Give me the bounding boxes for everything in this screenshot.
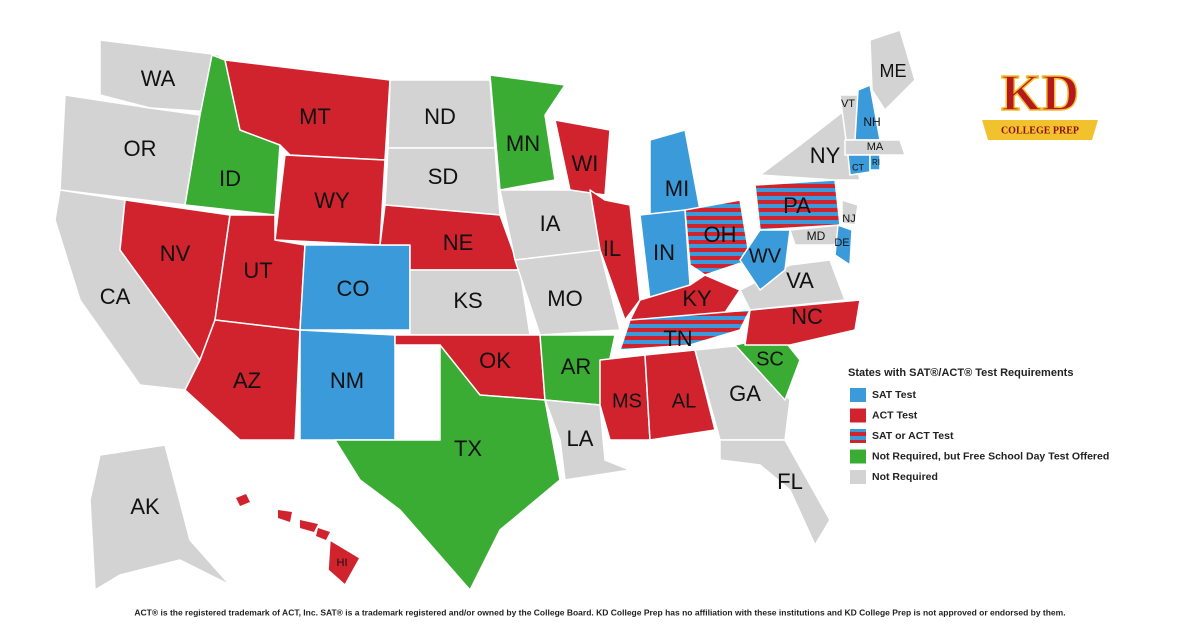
state bbox=[869, 29, 916, 111]
state-label: RI bbox=[872, 158, 880, 167]
state bbox=[644, 349, 716, 441]
island bbox=[278, 510, 292, 522]
state-label: KY bbox=[682, 286, 712, 311]
island bbox=[300, 520, 318, 532]
state bbox=[847, 154, 871, 176]
legend-swatch bbox=[850, 388, 866, 402]
state bbox=[684, 199, 751, 276]
state-label: MA bbox=[867, 141, 884, 153]
state-label: NC bbox=[791, 304, 823, 329]
state bbox=[844, 139, 906, 156]
state-label: KS bbox=[453, 288, 482, 313]
state-label: CO bbox=[337, 276, 370, 301]
state bbox=[514, 249, 621, 336]
legend-label: Not Required, but Free School Day Test O… bbox=[872, 450, 1109, 462]
legend-label: SAT or ACT Test bbox=[872, 430, 954, 442]
island bbox=[316, 528, 330, 540]
state-label: NJ bbox=[842, 213, 855, 225]
state bbox=[649, 129, 701, 216]
logo-ribbon bbox=[982, 120, 1098, 140]
state-label: NM bbox=[330, 368, 364, 393]
state-label: VT bbox=[841, 98, 855, 110]
legend-swatch bbox=[850, 429, 866, 443]
legend: SAT Test ACT Test SAT or ACT Test Not Requi… bbox=[850, 388, 1109, 484]
state bbox=[89, 444, 231, 591]
state bbox=[599, 354, 651, 441]
state bbox=[834, 224, 853, 266]
state-label: FL bbox=[777, 469, 803, 494]
state-label: OR bbox=[124, 136, 157, 161]
legend-swatch bbox=[850, 408, 866, 423]
state-label: MN bbox=[506, 131, 540, 156]
state-label: NH bbox=[863, 115, 880, 129]
state-label: NE bbox=[443, 230, 474, 255]
state bbox=[99, 39, 221, 113]
state bbox=[619, 309, 751, 351]
footnote: ACT® is the registered trademark of ACT,… bbox=[134, 607, 1065, 617]
state-label: TX bbox=[454, 436, 482, 461]
state-label: IA bbox=[540, 211, 561, 236]
state-label: ND bbox=[424, 104, 456, 129]
hawaii-islands bbox=[236, 494, 330, 540]
state-label: AK bbox=[130, 494, 160, 519]
state-label: WY bbox=[314, 188, 350, 213]
legend-swatch bbox=[850, 470, 866, 484]
state-label: OH bbox=[704, 222, 737, 247]
logo: KD COLLEGE PREP bbox=[982, 64, 1098, 140]
state-label: PA bbox=[783, 193, 811, 218]
state-label: WI bbox=[572, 151, 599, 176]
state bbox=[554, 119, 611, 196]
state bbox=[719, 439, 831, 546]
state bbox=[334, 344, 561, 591]
state-label: CA bbox=[100, 284, 131, 309]
state-label: TN bbox=[663, 326, 692, 351]
state-label: AZ bbox=[233, 368, 261, 393]
state bbox=[789, 224, 841, 246]
state-label: ME bbox=[880, 61, 907, 81]
states: WA OR CA ID NV MT WY UT AZ CO NM ND SD NE KS OK TX MN IA MO… bbox=[54, 29, 916, 591]
state bbox=[744, 299, 861, 346]
state-label: MO bbox=[547, 286, 582, 311]
state-label: AL bbox=[672, 390, 696, 412]
legend-label: ACT Test bbox=[872, 409, 918, 421]
state-label: NV bbox=[160, 241, 191, 266]
state-label: MD bbox=[807, 229, 826, 243]
state-label: DE bbox=[834, 237, 849, 249]
state-label: AR bbox=[561, 354, 592, 379]
state bbox=[869, 154, 881, 171]
state-label: LA bbox=[567, 426, 594, 451]
state-label: MS bbox=[612, 390, 642, 412]
state-label: SC bbox=[756, 348, 784, 370]
legend-label: Not Required bbox=[872, 471, 938, 483]
logo-mark: KD bbox=[1001, 65, 1079, 122]
state bbox=[489, 74, 566, 191]
state-label: MT bbox=[299, 104, 331, 129]
state-label: HI bbox=[337, 557, 348, 569]
state-label: IN bbox=[653, 240, 675, 265]
state-label: VA bbox=[786, 268, 814, 293]
island bbox=[236, 494, 250, 506]
legend-label: SAT Test bbox=[872, 389, 916, 401]
legend-swatch bbox=[850, 449, 866, 464]
state bbox=[327, 539, 361, 586]
state-label: UT bbox=[243, 258, 272, 283]
state-label: MI bbox=[665, 176, 689, 201]
legend-title: States with SAT®/ACT® Test Requirements bbox=[848, 367, 1073, 379]
state-label: NY bbox=[810, 143, 841, 168]
state-label: OK bbox=[479, 348, 511, 373]
logo-text: COLLEGE PREP bbox=[1001, 125, 1079, 136]
state-label: ID bbox=[219, 166, 241, 191]
state-label: WV bbox=[749, 245, 782, 267]
state-label: IL bbox=[603, 236, 621, 261]
state-label: CT bbox=[852, 162, 864, 172]
state-label: SD bbox=[428, 164, 459, 189]
state-label: GA bbox=[729, 381, 761, 406]
state bbox=[841, 199, 859, 226]
state-label: WA bbox=[141, 66, 176, 91]
state bbox=[739, 229, 791, 291]
